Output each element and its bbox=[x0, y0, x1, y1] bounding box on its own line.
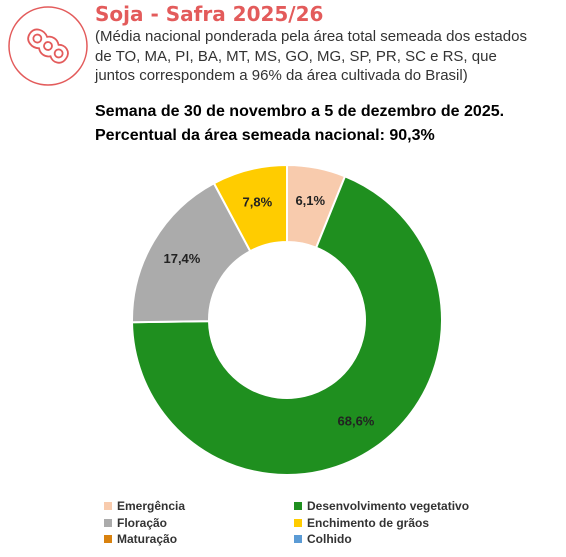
soybean-pod-icon bbox=[8, 6, 88, 86]
legend-label: Emergência bbox=[117, 499, 186, 513]
legend-item: Colhido bbox=[294, 532, 352, 546]
legend-swatch bbox=[104, 502, 112, 510]
legend-swatch bbox=[104, 518, 112, 527]
donut-slice bbox=[130, 174, 443, 476]
legend-item: Floração bbox=[104, 516, 167, 530]
legend-swatch bbox=[294, 535, 302, 543]
legend-swatch bbox=[294, 502, 302, 510]
slice-data-label: 6,1% bbox=[295, 193, 325, 208]
legend-label: Maturação bbox=[117, 532, 178, 546]
donut-slice bbox=[131, 181, 252, 324]
legend-swatch bbox=[294, 518, 302, 527]
legend-label: Floração bbox=[117, 515, 168, 530]
national-percentage: Percentual da área semeada nacional: 90,… bbox=[95, 127, 435, 144]
slice-data-label: 68,6% bbox=[338, 414, 375, 429]
legend-item: Desenvolvimento vegetativo bbox=[294, 499, 469, 513]
legend-label: Colhido bbox=[307, 532, 352, 546]
legend-item: Maturação bbox=[104, 532, 177, 546]
donut-slice bbox=[212, 163, 288, 253]
legend-label: Desenvolvimento vegetativo bbox=[307, 499, 470, 513]
page-subtitle: (Média nacional ponderada pela área tota… bbox=[95, 28, 527, 84]
legend-item: Enchimento de grãos bbox=[294, 516, 429, 530]
week-heading: Semana de 30 de novembro a 5 de dezembro… bbox=[95, 103, 505, 120]
legend-label: Enchimento de grãos bbox=[307, 515, 430, 530]
legend-swatch bbox=[104, 535, 112, 543]
slice-data-label: 7,8% bbox=[243, 195, 273, 210]
slice-data-label: 17,4% bbox=[163, 251, 200, 266]
donut-chart: 6,1% 68,6% 17,4% 7,8% bbox=[130, 163, 443, 476]
page-title: Soja - Safra 2025/26 bbox=[95, 2, 324, 26]
legend-item: Emergência bbox=[104, 499, 185, 513]
